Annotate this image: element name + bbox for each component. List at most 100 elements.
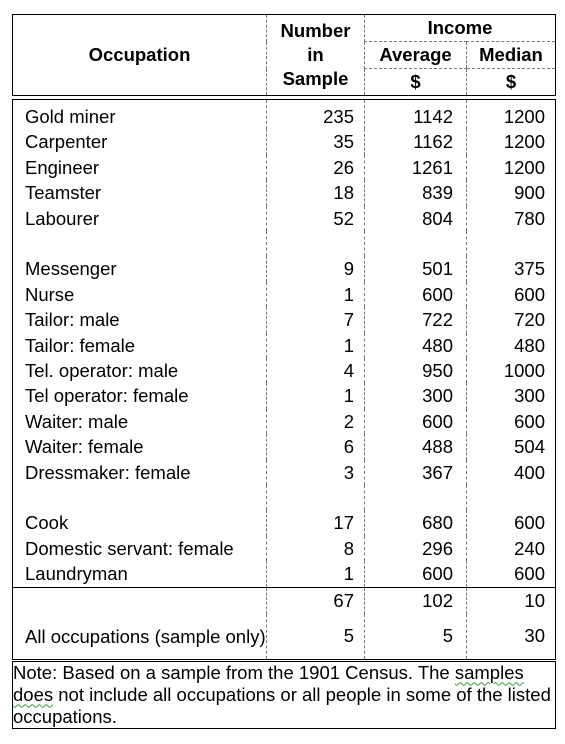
number-in-sample-cell: 3 bbox=[266, 459, 365, 486]
occupation-cell: Tailor: female bbox=[12, 332, 267, 359]
all-occupations-row: All occupations (sample only) 5 5 30 bbox=[12, 614, 556, 661]
average-income-cell: 1162 bbox=[364, 129, 467, 155]
income-table: Occupation Number in Sample Income Avera… bbox=[12, 14, 556, 729]
totals-median: 10 bbox=[466, 586, 556, 615]
median-income-cell: 600 bbox=[466, 561, 556, 588]
table-row: Tel operator: female 1 300 300 bbox=[12, 383, 556, 409]
table-row: Messenger 9 501 375 bbox=[12, 256, 556, 282]
median-income-cell: 400 bbox=[466, 459, 556, 486]
occupation-cell: Tel operator: female bbox=[12, 383, 267, 409]
average-income-cell: 480 bbox=[364, 332, 467, 359]
average-income-cell: 1261 bbox=[364, 154, 467, 181]
occupation-cell: Messenger bbox=[12, 256, 267, 282]
note-block: Note: Based on a sample from the 1901 Ce… bbox=[12, 658, 556, 729]
table-row: Laundryman 1 600 600 bbox=[12, 561, 556, 588]
median-income-cell: 1200 bbox=[466, 154, 556, 181]
header-average-unit: $ bbox=[364, 68, 467, 96]
table-row: Domestic servant: female 8 296 240 bbox=[12, 535, 556, 562]
occupation-cell: Carpenter bbox=[12, 129, 267, 155]
table-row: Tailor: female 1 480 480 bbox=[12, 332, 556, 359]
occupation-cell: Gold miner bbox=[12, 99, 267, 130]
note-text-start: Note: Based on a sample from the 1901 Ce… bbox=[13, 661, 455, 683]
header-double-rule bbox=[12, 95, 556, 100]
table-row: Cook 17 680 600 bbox=[12, 510, 556, 536]
number-in-sample-cell: 4 bbox=[266, 358, 365, 384]
median-income-cell: 600 bbox=[466, 510, 556, 536]
occupation-cell: Cook bbox=[12, 510, 267, 536]
table-row: Waiter: female 6 488 504 bbox=[12, 434, 556, 460]
occupation-cell: Domestic servant: female bbox=[12, 535, 267, 562]
table-note: Note: Based on a sample from the 1901 Ce… bbox=[12, 658, 556, 729]
totals-average: 102 bbox=[364, 586, 467, 615]
all-occupations-average: 5 bbox=[364, 614, 467, 661]
average-income-cell: 804 bbox=[364, 205, 467, 232]
header-median: Median bbox=[466, 41, 556, 69]
totals-block: 67 102 10 All occupations (sample only) … bbox=[12, 586, 556, 661]
average-income-cell: 600 bbox=[364, 561, 467, 588]
number-in-sample-cell: 17 bbox=[266, 510, 365, 536]
average-income-cell: 680 bbox=[364, 510, 467, 536]
median-income-cell: 1200 bbox=[466, 129, 556, 155]
median-income-cell: 480 bbox=[466, 332, 556, 359]
group-spacer bbox=[12, 485, 556, 511]
table-row: Teamster 18 839 900 bbox=[12, 180, 556, 206]
average-income-cell: 1142 bbox=[364, 99, 467, 130]
header-number-line2: in bbox=[307, 44, 324, 65]
spacer-cell bbox=[364, 485, 467, 511]
average-income-cell: 839 bbox=[364, 180, 467, 206]
occupation-cell: Nurse bbox=[12, 281, 267, 308]
table-row: Carpenter 35 1162 1200 bbox=[12, 129, 556, 155]
median-income-cell: 780 bbox=[466, 205, 556, 232]
header-median-unit: $ bbox=[466, 68, 556, 96]
number-in-sample-cell: 1 bbox=[266, 561, 365, 588]
table-row: Engineer 26 1261 1200 bbox=[12, 154, 556, 181]
note-text-end: not include all occupations or all peopl… bbox=[13, 683, 551, 727]
average-income-cell: 722 bbox=[364, 307, 467, 333]
spacer-cell bbox=[266, 231, 365, 257]
average-income-cell: 367 bbox=[364, 459, 467, 486]
header-number-in-sample: Number in Sample bbox=[266, 14, 365, 96]
totals-row: 67 102 10 bbox=[12, 586, 556, 615]
occupation-cell: Engineer bbox=[12, 154, 267, 181]
table-row: Nurse 1 600 600 bbox=[12, 281, 556, 308]
number-in-sample-cell: 1 bbox=[266, 281, 365, 308]
number-in-sample-cell: 2 bbox=[266, 408, 365, 435]
totals-number: 67 bbox=[266, 586, 365, 615]
number-in-sample-cell: 52 bbox=[266, 205, 365, 232]
number-in-sample-cell: 235 bbox=[266, 99, 365, 130]
number-in-sample-cell: 9 bbox=[266, 256, 365, 282]
median-income-cell: 300 bbox=[466, 383, 556, 409]
table-row: Gold miner 235 1142 1200 bbox=[12, 99, 556, 130]
header-income: Income bbox=[364, 14, 556, 42]
number-in-sample-cell: 26 bbox=[266, 154, 365, 181]
average-income-cell: 296 bbox=[364, 535, 467, 562]
spacer-cell bbox=[266, 485, 365, 511]
header-occupation: Occupation bbox=[12, 14, 267, 96]
average-income-cell: 501 bbox=[364, 256, 467, 282]
median-income-cell: 1200 bbox=[466, 99, 556, 130]
all-occupations-number: 5 bbox=[266, 614, 365, 661]
income-table-frame: Occupation Number in Sample Income Avera… bbox=[12, 14, 556, 732]
table-row: Waiter: male 2 600 600 bbox=[12, 408, 556, 435]
table-row: Dressmaker: female 3 367 400 bbox=[12, 459, 556, 486]
occupation-cell: Tel. operator: male bbox=[12, 358, 267, 384]
number-in-sample-cell: 1 bbox=[266, 332, 365, 359]
median-income-cell: 900 bbox=[466, 180, 556, 206]
header-number-line3: Sample bbox=[282, 68, 349, 89]
occupation-cell: Teamster bbox=[12, 180, 267, 206]
number-in-sample-cell: 8 bbox=[266, 535, 365, 562]
median-income-cell: 240 bbox=[466, 535, 556, 562]
spacer-cell bbox=[364, 231, 467, 257]
all-occupations-label: All occupations (sample only) bbox=[12, 614, 267, 661]
totals-label-empty bbox=[12, 586, 267, 615]
average-income-cell: 600 bbox=[364, 408, 467, 435]
average-income-cell: 300 bbox=[364, 383, 467, 409]
spacer-cell bbox=[12, 231, 267, 257]
table-row: Tailor: male 7 722 720 bbox=[12, 307, 556, 333]
spacer-cell bbox=[466, 231, 556, 257]
number-in-sample-cell: 1 bbox=[266, 383, 365, 409]
occupation-cell: Waiter: female bbox=[12, 434, 267, 460]
number-in-sample-cell: 6 bbox=[266, 434, 365, 460]
occupation-cell: Laundryman bbox=[12, 561, 267, 588]
occupation-cell: Waiter: male bbox=[12, 408, 267, 435]
